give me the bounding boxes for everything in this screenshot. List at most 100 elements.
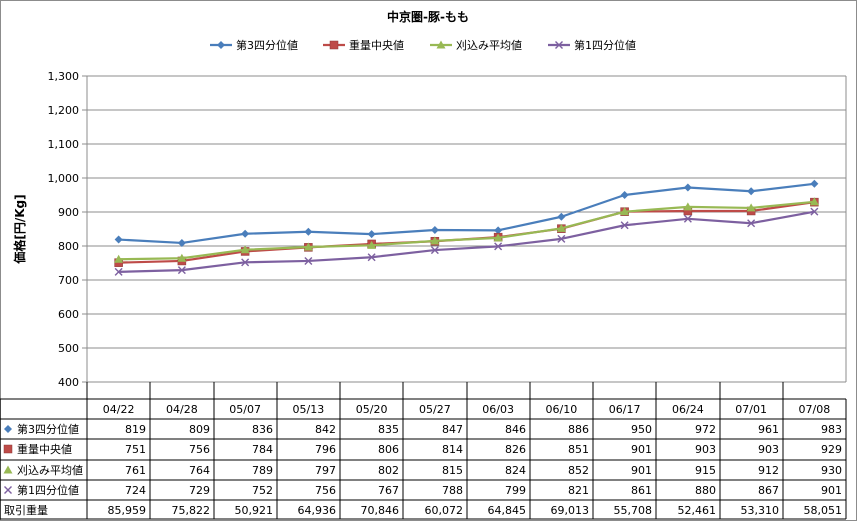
- gridlines: [82, 75, 847, 383]
- data-label: 802: [378, 464, 399, 477]
- data-label: 886: [568, 423, 589, 436]
- data-point: [367, 230, 376, 239]
- table-value: 70,846: [361, 504, 400, 517]
- data-point: [494, 242, 503, 251]
- data-label: 751: [125, 443, 146, 456]
- table-value: 53,310: [741, 504, 780, 517]
- data-point: [809, 197, 819, 206]
- table-row-marker: [4, 425, 12, 433]
- series-line: [118, 200, 815, 261]
- data-point: [241, 229, 250, 238]
- data-label: 764: [189, 464, 210, 477]
- data-point: [810, 207, 819, 216]
- y-axis-label: 価格[円/Kg]: [12, 194, 27, 264]
- data-label: 912: [758, 464, 779, 477]
- data-label: 796: [315, 443, 336, 456]
- table-value: 75,822: [172, 504, 211, 517]
- series: [114, 179, 819, 247]
- y-tick-label: 1,300: [48, 70, 80, 83]
- data-label: 821: [568, 484, 589, 497]
- data-label: 851: [568, 443, 589, 456]
- legend-marker: [329, 40, 339, 50]
- legend: 第3四分位値 重量中央値 刈込み平均値 第1四分位値: [210, 38, 636, 52]
- table-value: 50,921: [235, 504, 274, 517]
- table-row-marker: [3, 465, 13, 474]
- table-row: 第1四分位値 724 729 752 756 767 788 799 821 861 880 867 9…: [4, 483, 842, 497]
- data-label: 752: [252, 484, 273, 497]
- data-label: 788: [442, 484, 463, 497]
- data-table: 04/22 04/28 05/07 05/13 05/20 05/27 06/03 06/10…: [0, 382, 847, 520]
- table-value: 60,072: [425, 504, 464, 517]
- data-point: [367, 240, 377, 249]
- data-label: 972: [695, 423, 716, 436]
- data-point: [747, 187, 756, 196]
- data-label: 880: [695, 484, 716, 497]
- legend-label: 第3四分位値: [236, 38, 298, 52]
- x-tick-label: 04/22: [103, 403, 135, 416]
- data-label: 901: [821, 484, 842, 497]
- x-tick-label: 04/28: [166, 403, 198, 416]
- data-label: 929: [821, 443, 842, 456]
- table-value: 58,051: [804, 504, 843, 517]
- data-point: [810, 179, 819, 188]
- data-point: [747, 219, 756, 228]
- legend-entry: 第3四分位値: [210, 38, 298, 52]
- table-row-label: 重量中央値: [17, 442, 72, 456]
- data-point: [304, 227, 313, 236]
- series: [114, 207, 819, 276]
- data-point: [114, 235, 123, 244]
- data-point: [177, 253, 187, 262]
- data-point: [557, 212, 566, 221]
- table-row-label: 第3四分位値: [17, 422, 79, 436]
- data-point: [620, 207, 630, 216]
- data-label: 814: [442, 443, 463, 456]
- data-label: 915: [695, 464, 716, 477]
- x-tick-label: 05/07: [229, 403, 261, 416]
- data-label: 797: [315, 464, 336, 477]
- data-label: 789: [252, 464, 273, 477]
- table-row: 刈込み平均値 761 764 789 797 802 815 824 852 901 915 912 9…: [3, 464, 842, 477]
- data-point: [683, 202, 693, 211]
- data-label: 756: [189, 443, 210, 456]
- y-tick-label: 1,100: [48, 138, 80, 151]
- table-value: 64,845: [488, 504, 527, 517]
- data-point: [114, 254, 124, 263]
- legend-entry: 刈込み平均値: [430, 39, 522, 52]
- data-point: [430, 226, 439, 235]
- data-label: 729: [189, 484, 210, 497]
- data-label: 836: [252, 423, 273, 436]
- data-label: 867: [758, 484, 779, 497]
- x-tick-label: 06/24: [672, 403, 704, 416]
- data-label: 815: [442, 464, 463, 477]
- data-point: [556, 223, 566, 232]
- data-label: 847: [442, 423, 463, 436]
- table-value: 85,959: [108, 504, 147, 517]
- data-label: 903: [758, 443, 779, 456]
- x-tick-label: 06/17: [609, 403, 641, 416]
- data-label: 835: [378, 423, 399, 436]
- data-label: 901: [631, 443, 652, 456]
- data-point: [367, 253, 376, 262]
- x-tick-label: 07/01: [735, 403, 767, 416]
- y-axis-ticks: 400 500 600 700 800 900 1,000 1,100 1,200 1,300: [48, 70, 80, 389]
- legend-marker: [555, 41, 563, 49]
- data-point: [241, 258, 250, 267]
- legend-label: 重量中央値: [349, 38, 404, 52]
- x-tick-label: 05/20: [356, 403, 388, 416]
- data-label: 826: [505, 443, 526, 456]
- data-label: 724: [125, 484, 146, 497]
- y-tick-label: 1,000: [48, 172, 80, 185]
- y-tick-label: 400: [58, 376, 79, 389]
- data-label: 983: [821, 423, 842, 436]
- data-point: [430, 236, 440, 245]
- data-label: 950: [631, 423, 652, 436]
- data-label: 846: [505, 423, 526, 436]
- data-label: 761: [125, 464, 146, 477]
- data-label: 767: [378, 484, 399, 497]
- data-point: [303, 242, 313, 251]
- table-row: 第3四分位値 819 809 836 842 835 847 846 886 950 972 961 9…: [4, 422, 842, 436]
- legend-label: 第1四分位値: [574, 38, 636, 52]
- data-point: [620, 191, 629, 199]
- data-label: 819: [125, 423, 146, 436]
- table-value: 52,461: [678, 504, 717, 517]
